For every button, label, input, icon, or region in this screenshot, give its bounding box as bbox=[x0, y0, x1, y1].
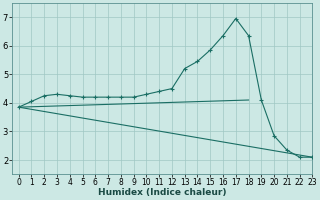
X-axis label: Humidex (Indice chaleur): Humidex (Indice chaleur) bbox=[98, 188, 227, 197]
